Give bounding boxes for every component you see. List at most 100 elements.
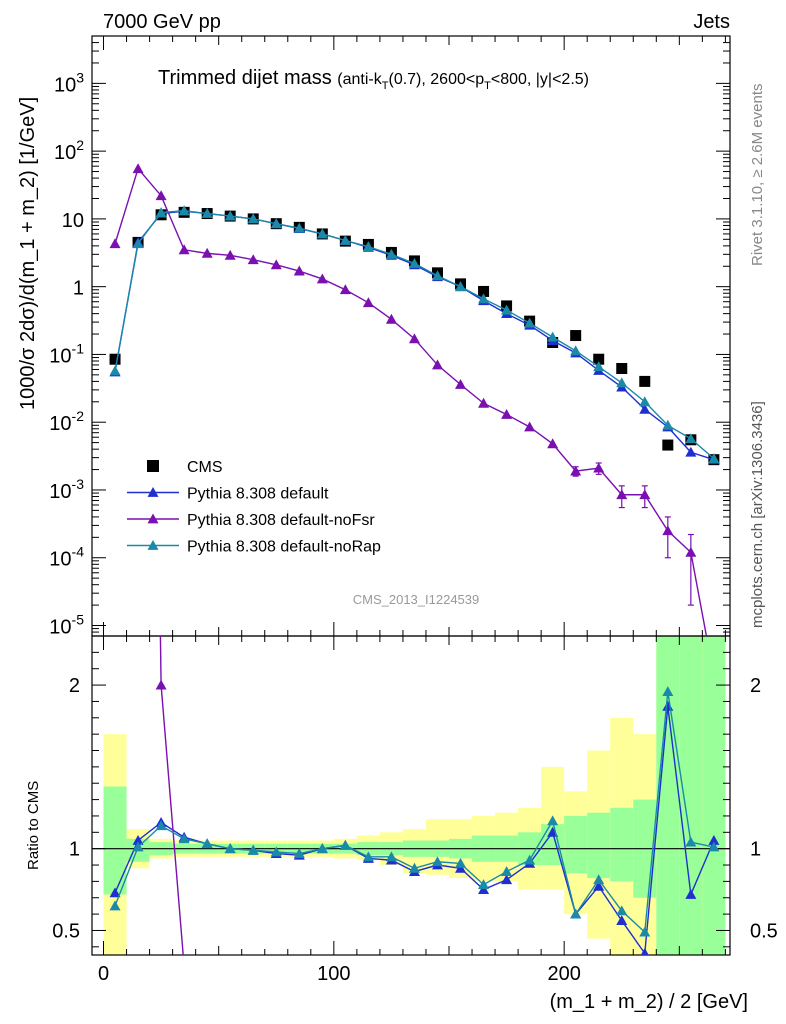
band-stat [103,786,127,895]
point-norap [616,377,628,388]
point-nofsr [178,244,190,255]
ratio-point-norap [570,908,582,919]
y-tick-label: 103 [54,69,84,96]
cms-point [639,375,651,387]
band-stat [587,812,611,879]
ratio-point-default [593,880,605,891]
ratio-point-norap [201,838,213,849]
point-nofsr [408,333,420,344]
point-norap [524,317,536,328]
legend-entry: Pythia 8.308 default-noFsr [187,512,375,529]
point-nofsr [501,408,513,419]
point-nofsr [201,247,213,258]
y-tick-label: 10-5 [49,612,84,639]
top-panel-data [109,163,720,636]
header-left: 7000 GeV pp [103,11,221,33]
point-norap [132,238,144,249]
legend-marker [147,540,159,550]
point-norap [316,228,328,239]
point-norap [639,396,651,407]
ratio-tick-label: 1 [69,839,80,861]
point-norap [385,248,397,259]
ratio-tick-label-right: 0.5 [750,920,778,942]
ratio-point-norap [339,839,351,850]
ratio-point-norap [270,846,282,857]
ratio-point-default [640,947,649,955]
point-default [685,446,697,457]
point-norap [339,235,351,245]
y-tick-label: 10-2 [49,408,84,435]
ratio-point-default [501,874,513,885]
legend-entry: Pythia 8.308 default-noRap [187,539,381,556]
ratio-point-norap [639,926,651,937]
data-series [109,163,720,955]
point-norap [570,345,582,356]
point-nofsr [339,284,351,295]
ratio-point-default [685,888,697,899]
ratio-point-nofsr [155,679,167,690]
ratio-point-norap [293,848,305,858]
ratio-point-norap [685,836,697,847]
point-nofsr [685,546,697,557]
point-nofsr [639,489,651,500]
point-norap [109,365,121,376]
point-nofsr [455,379,467,389]
ratio-point-norap [408,862,420,873]
ratio-point-norap [708,841,720,852]
legend-marker [147,487,159,497]
y-tick-label: 102 [54,137,84,164]
ratio-point-norap [478,879,490,890]
x-axis-label: (m_1 + m_2) / 2 [GeV] [550,991,748,1013]
ratio-point-norap [385,851,397,862]
legend-entry: CMS [187,459,223,476]
ratio-point-norap [316,843,328,854]
ratio-point-norap [109,900,121,911]
y-axis-label-top: 1000/σ 2dσ)/d(m_1 + m_2) [1/GeV] [17,97,39,410]
bottom-frame [91,635,731,956]
y-tick-label: 10-3 [49,476,84,503]
cms-point [593,353,605,365]
title-main: Trimmed dijet mass [158,67,332,89]
ratio-tick-label: 2 [69,675,80,697]
band-stat [679,636,703,955]
y-axis-label-bottom: Ratio to CMS [25,781,42,870]
point-default [639,403,651,414]
point-nofsr [270,259,282,270]
ratio-point-norap [178,833,190,844]
cms-point [109,353,121,365]
point-nofsr [385,313,397,324]
point-nofsr [478,397,490,408]
point-norap [431,270,443,281]
ratio-point-default [616,915,628,926]
point-nofsr [570,465,582,476]
point-nofsr [155,190,167,201]
ratio-point-norap [362,851,374,862]
point-norap [178,205,190,216]
ratio-point-norap [224,843,236,854]
legend-marker [147,513,159,524]
y-tick-label: 10 [62,210,84,232]
point-norap [224,210,236,221]
ratio-point-norap [593,874,605,885]
point-norap [685,433,697,444]
ratio-tick-label: 0.5 [52,920,80,942]
band-stat [702,636,726,955]
ratio-point-norap [132,841,144,852]
watermark: CMS_2013_I1224539 [353,592,480,607]
point-norap [662,419,674,430]
side-label-rivet: Rivet 3.1.10, ≥ 2.6M events [749,84,766,267]
ratio-point-norap [501,866,513,876]
point-nofsr [662,525,674,536]
ratio-point-norap [455,857,467,868]
y-tick-label: 10-4 [49,544,84,571]
point-nofsr [547,438,559,449]
x-tick-label: 100 [317,963,350,985]
point-norap [408,257,420,268]
point-nofsr [109,238,121,249]
point-nofsr [247,254,259,265]
point-nofsr [224,249,236,260]
point-nofsr [362,297,374,308]
band-stat [656,636,680,955]
ratio-point-norap [431,856,443,867]
